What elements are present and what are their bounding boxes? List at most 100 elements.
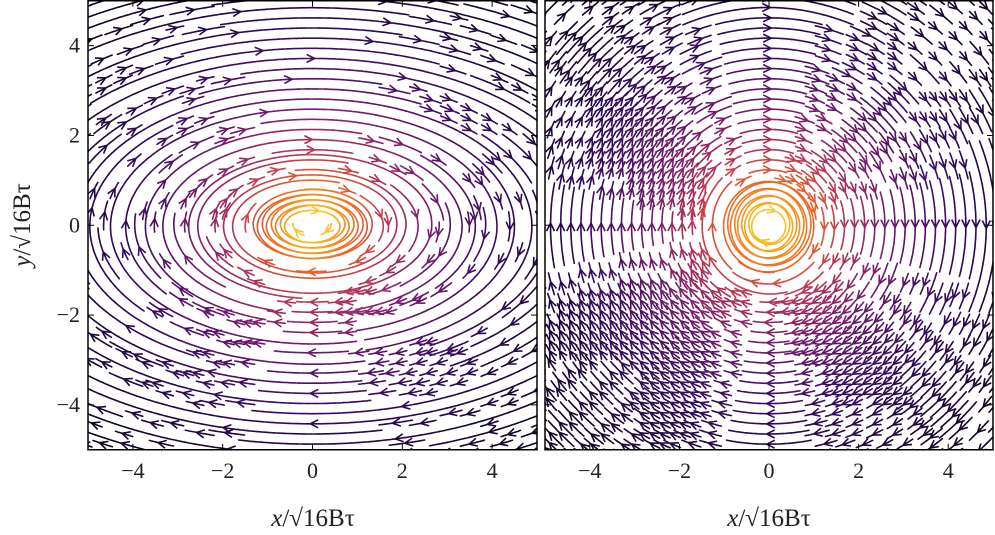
streamline-arrow-icon [604,116,614,127]
streamline-arrow-icon [620,361,631,372]
streamline-arrow-icon [887,61,898,72]
streamline-arrow-icon [706,451,715,459]
streamline-arrow-icon [594,126,604,137]
streamline-arrow-icon [181,390,192,400]
streamline-arrow-icon [94,57,106,66]
streamline-arrow-icon [764,348,776,358]
streamline-arrow-icon [903,449,904,450]
streamline-arrow-icon [728,359,740,369]
streamline-arrow-icon [827,183,837,194]
streamline-arrow-icon [830,325,842,335]
streamline-arrow-icon [512,82,524,91]
streamline-arrow-icon [235,398,246,409]
streamline-arrow-icon [762,164,773,175]
streamline-arrow-icon [902,315,912,326]
streamline-arrow-icon [594,85,604,97]
streamline-arrow-icon [441,92,453,102]
streamline-arrow-icon [822,437,833,447]
streamline-arrow-icon [881,366,892,376]
streamline-arrow-icon [762,104,773,114]
streamline-arrow-icon [665,176,675,188]
streamline-arrow-icon [928,429,940,440]
streamline-arrow-icon [698,381,710,390]
streamline-arrow-icon [933,449,934,450]
streamline-arrow-icon [293,228,304,239]
streamline-arrow-icon [198,116,210,126]
streamline-arrow-icon [650,278,659,289]
x-tick-label: −4 [578,458,601,483]
streamline-arrow-icon [716,409,728,420]
streamline-arrow-icon [850,417,862,426]
streamline-arrow-icon [77,6,86,14]
y-axis-label: y/√16Bτ [9,183,36,270]
streamline-arrow-icon [222,248,233,259]
left-streamlines [77,0,537,450]
streamline-arrow-icon [850,376,862,386]
streamline-arrow-icon [679,329,690,340]
streamline-arrow-icon [548,318,558,330]
streamline-arrow-icon [928,439,939,450]
streamline-arrow-icon [879,144,889,156]
streamline-arrow-icon [203,306,214,316]
streamline-arrow-icon [800,175,811,186]
streamline-arrow-icon [638,370,649,381]
streamline-arrow-icon [387,84,399,94]
streamline-arrow-icon [810,295,821,305]
streamline-arrow-icon [619,288,629,299]
streamline-arrow-icon [137,245,147,256]
streamline-arrow-icon [512,343,523,353]
streamline-arrow-icon [624,35,635,46]
streamline-arrow-icon [764,327,776,338]
streamline-arrow-icon [960,114,969,125]
streamline-arrow-icon [933,335,943,346]
streamline-arrow-icon [910,367,921,378]
streamline-arrow-icon [811,73,822,83]
streamline-arrow-icon [158,196,167,208]
streamline-arrow-icon [555,221,566,232]
streamline-arrow-icon [678,381,690,390]
streamline-arrow-icon [799,326,811,336]
streamline-arrow-icon [812,283,823,293]
streamline-arrow-icon [934,293,943,304]
streamline-arrow-icon [762,53,773,64]
streamline-arrow-icon [382,17,393,27]
streamline-arrow-icon [127,157,138,168]
streamline-arrow-icon [605,166,615,178]
streamline-arrow-icon [771,278,782,288]
streamline-arrow-icon [972,319,981,330]
streamline-arrow-icon [472,201,482,213]
streamline-arrow-icon [141,16,152,26]
streamline-arrow-icon [928,132,938,144]
streamline-arrow-icon [659,288,669,299]
streamline-arrow-icon [687,219,697,230]
streamline-arrow-icon [663,6,674,16]
streamline-arrow-icon [982,357,992,369]
streamline-arrow-icon [609,339,619,350]
streamline-arrow-icon [809,103,820,113]
left-x-axis-label: x/√16Bτ [270,505,355,532]
streamline-arrow-icon [567,367,577,379]
streamline-arrow-icon [659,339,670,350]
streamline-arrow-icon [120,431,131,440]
streamline-arrow-icon [373,347,385,357]
streamline-arrow-icon [699,299,710,310]
streamline-arrow-icon [177,287,189,297]
streamline-arrow-icon [689,309,700,320]
streamline-arrow-icon [678,391,690,401]
streamline-arrow-icon [447,407,458,417]
streamline-arrow-icon [821,43,833,53]
streamline-arrow-icon [938,112,948,123]
streamline-arrow-icon [558,279,568,291]
streamline-arrow-icon [160,390,172,400]
streamline-arrow-icon [462,102,473,112]
streamline-arrow-icon [953,120,962,131]
streamline-arrow-icon [532,386,537,393]
streamline-arrow-icon [497,254,507,265]
streamline-arrow-icon [657,221,667,232]
streamline-arrow-icon [605,186,615,198]
streamline-arrow-icon [665,76,676,86]
streamline-arrow-icon [406,387,418,397]
streamline-arrow-icon [639,288,649,299]
streamline-arrow-icon [668,286,678,298]
streamline-arrow-icon [578,349,588,360]
